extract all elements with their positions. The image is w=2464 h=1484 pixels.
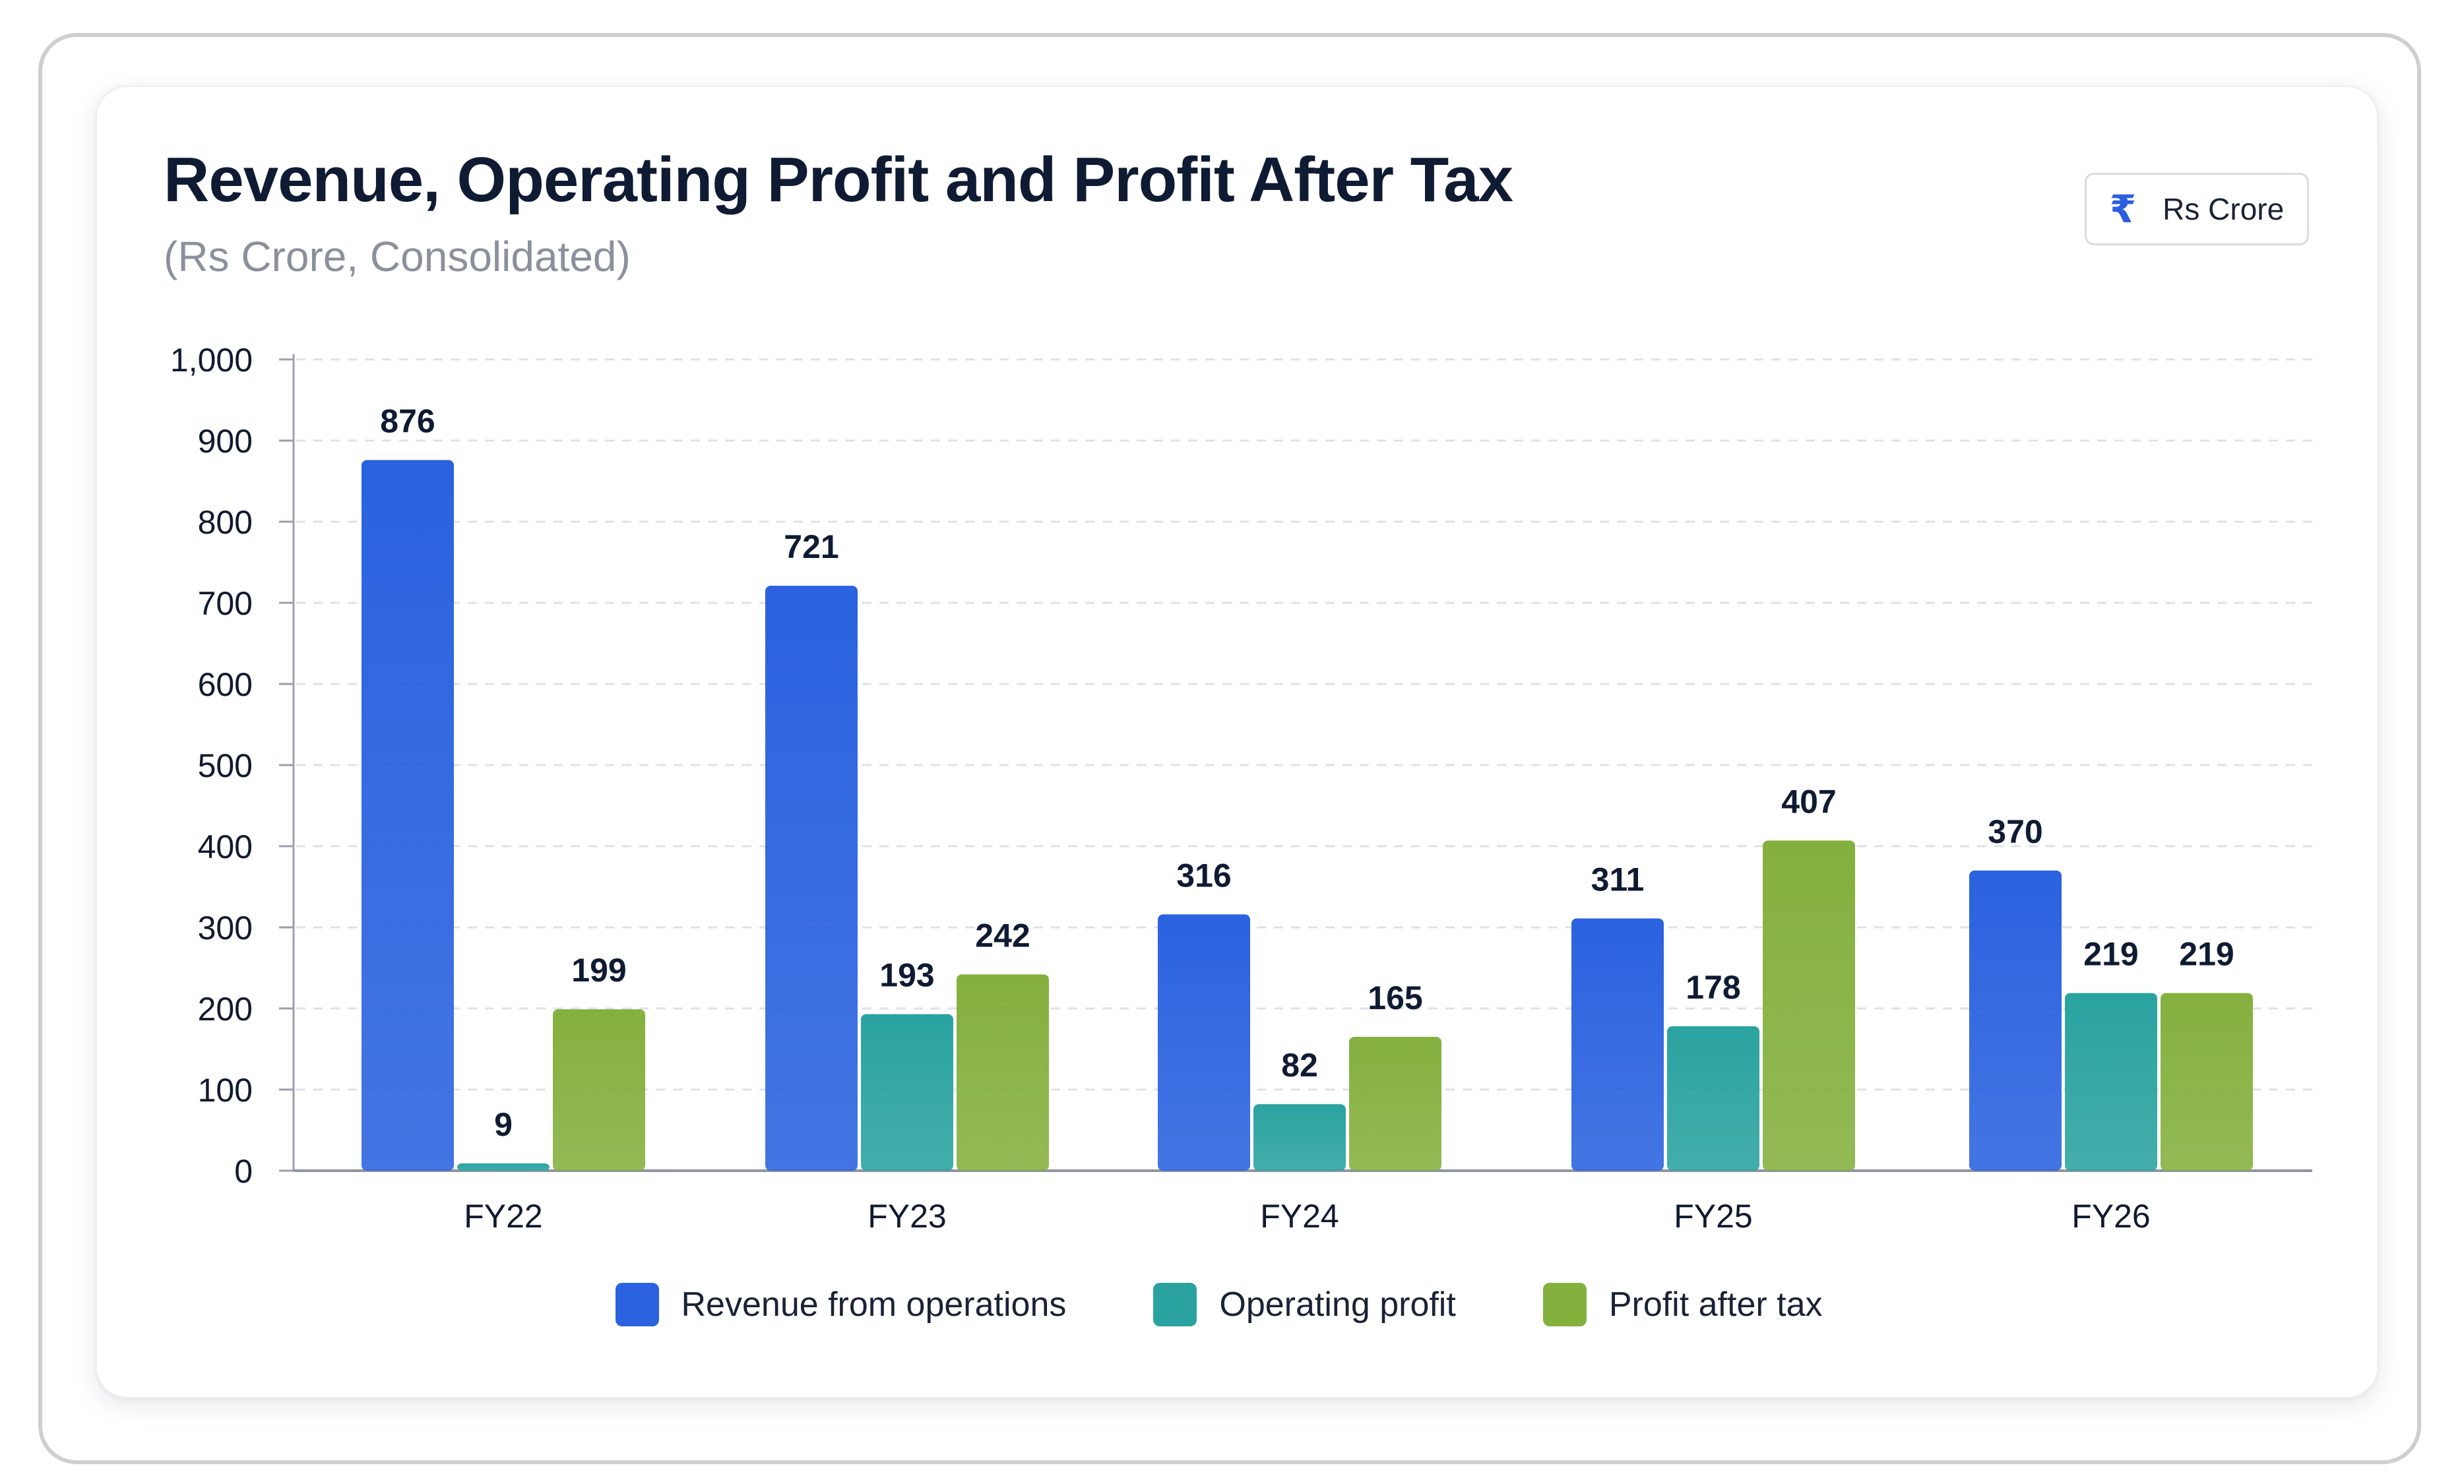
data-label-revenue-fy24: 316 bbox=[1176, 857, 1231, 894]
y-tick-label: 600 bbox=[198, 666, 253, 703]
data-label-operating-profit-fy26: 219 bbox=[2083, 936, 2138, 973]
data-label-revenue-fy26: 370 bbox=[1988, 813, 2042, 850]
data-label-operating-profit-fy25: 178 bbox=[1686, 969, 1740, 1006]
data-labels: 876 9 199 721 193 242 316 82 165 311 178 407 370 219 2… bbox=[380, 403, 2234, 1143]
legend-label-operating-profit: Operating profit bbox=[1219, 1285, 1456, 1324]
chart-title: Revenue, Operating Profit and Profit Aft… bbox=[164, 144, 1513, 215]
y-tick-label: 900 bbox=[198, 423, 253, 460]
bar-revenue-fy23[interactable] bbox=[765, 586, 858, 1171]
bar-operating-profit-fy25[interactable] bbox=[1667, 1026, 1759, 1171]
legend-item-revenue[interactable]: Revenue from operations bbox=[615, 1283, 1067, 1326]
legend-swatch-operating-profit bbox=[1153, 1283, 1197, 1326]
data-label-profit-after-tax-fy24: 165 bbox=[1368, 979, 1422, 1016]
y-tick-label: 800 bbox=[198, 504, 253, 541]
bar-profit-after-tax-fy22[interactable] bbox=[553, 1009, 645, 1171]
bar-operating-profit-fy22[interactable] bbox=[457, 1163, 550, 1171]
bar-profit-after-tax-fy25[interactable] bbox=[1763, 840, 1855, 1171]
bar-operating-profit-fy24[interactable] bbox=[1253, 1104, 1346, 1171]
legend-item-operating-profit[interactable]: Operating profit bbox=[1153, 1283, 1456, 1326]
legend: Revenue from operations Operating profit… bbox=[0, 1283, 2451, 1326]
bar-revenue-fy26[interactable] bbox=[1969, 870, 2062, 1171]
unit-badge[interactable]: ₹ Rs Crore bbox=[2085, 173, 2309, 245]
y-tick-label: 700 bbox=[198, 585, 253, 622]
legend-swatch-profit-after-tax bbox=[1542, 1283, 1587, 1326]
x-tick-label-fy25: FY25 bbox=[1674, 1198, 1753, 1235]
y-tick-label: 500 bbox=[198, 747, 253, 784]
data-label-profit-after-tax-fy22: 199 bbox=[571, 952, 626, 989]
y-tick-label: 400 bbox=[198, 828, 253, 865]
y-tick-label: 0 bbox=[234, 1153, 253, 1190]
data-label-profit-after-tax-fy25: 407 bbox=[1781, 783, 1836, 820]
y-tick-label: 1,000 bbox=[170, 342, 253, 379]
bar-revenue-fy25[interactable] bbox=[1571, 918, 1664, 1171]
bars bbox=[362, 460, 2253, 1171]
data-label-operating-profit-fy23: 193 bbox=[879, 957, 934, 994]
bar-profit-after-tax-fy26[interactable] bbox=[2161, 993, 2253, 1171]
data-label-revenue-fy25: 311 bbox=[1591, 861, 1645, 898]
y-tick-label: 100 bbox=[198, 1072, 253, 1109]
bar-revenue-fy24[interactable] bbox=[1158, 914, 1250, 1171]
y-tick-label: 300 bbox=[198, 910, 253, 946]
bar-revenue-fy22[interactable] bbox=[362, 460, 454, 1171]
rupee-icon: ₹ bbox=[2109, 188, 2137, 231]
bar-profit-after-tax-fy23[interactable] bbox=[957, 974, 1049, 1171]
data-label-revenue-fy23: 721 bbox=[784, 528, 838, 565]
data-label-operating-profit-fy22: 9 bbox=[494, 1106, 513, 1143]
data-label-revenue-fy22: 876 bbox=[380, 403, 435, 440]
y-tick-label: 200 bbox=[198, 991, 253, 1028]
bar-profit-after-tax-fy24[interactable] bbox=[1349, 1037, 1441, 1171]
x-tick-label-fy23: FY23 bbox=[868, 1198, 947, 1235]
data-label-operating-profit-fy24: 82 bbox=[1281, 1047, 1318, 1084]
legend-label-profit-after-tax: Profit after tax bbox=[1608, 1285, 1823, 1324]
bar-operating-profit-fy26[interactable] bbox=[2065, 993, 2157, 1171]
x-tick-label-fy26: FY26 bbox=[2071, 1198, 2151, 1235]
unit-badge-label: Rs Crore bbox=[2163, 192, 2285, 226]
legend-label-revenue: Revenue from operations bbox=[681, 1285, 1067, 1324]
x-tick-label-fy24: FY24 bbox=[1260, 1198, 1339, 1235]
legend-item-profit-after-tax[interactable]: Profit after tax bbox=[1542, 1283, 1823, 1326]
data-label-profit-after-tax-fy26: 219 bbox=[2179, 936, 2234, 973]
chart-subtitle: (Rs Crore, Consolidated) bbox=[164, 233, 631, 280]
bar-operating-profit-fy23[interactable] bbox=[861, 1014, 953, 1171]
chart-card bbox=[96, 86, 2378, 1398]
x-tick-label-fy22: FY22 bbox=[464, 1198, 543, 1235]
legend-swatch-revenue bbox=[615, 1283, 659, 1326]
data-label-profit-after-tax-fy23: 242 bbox=[975, 917, 1030, 954]
